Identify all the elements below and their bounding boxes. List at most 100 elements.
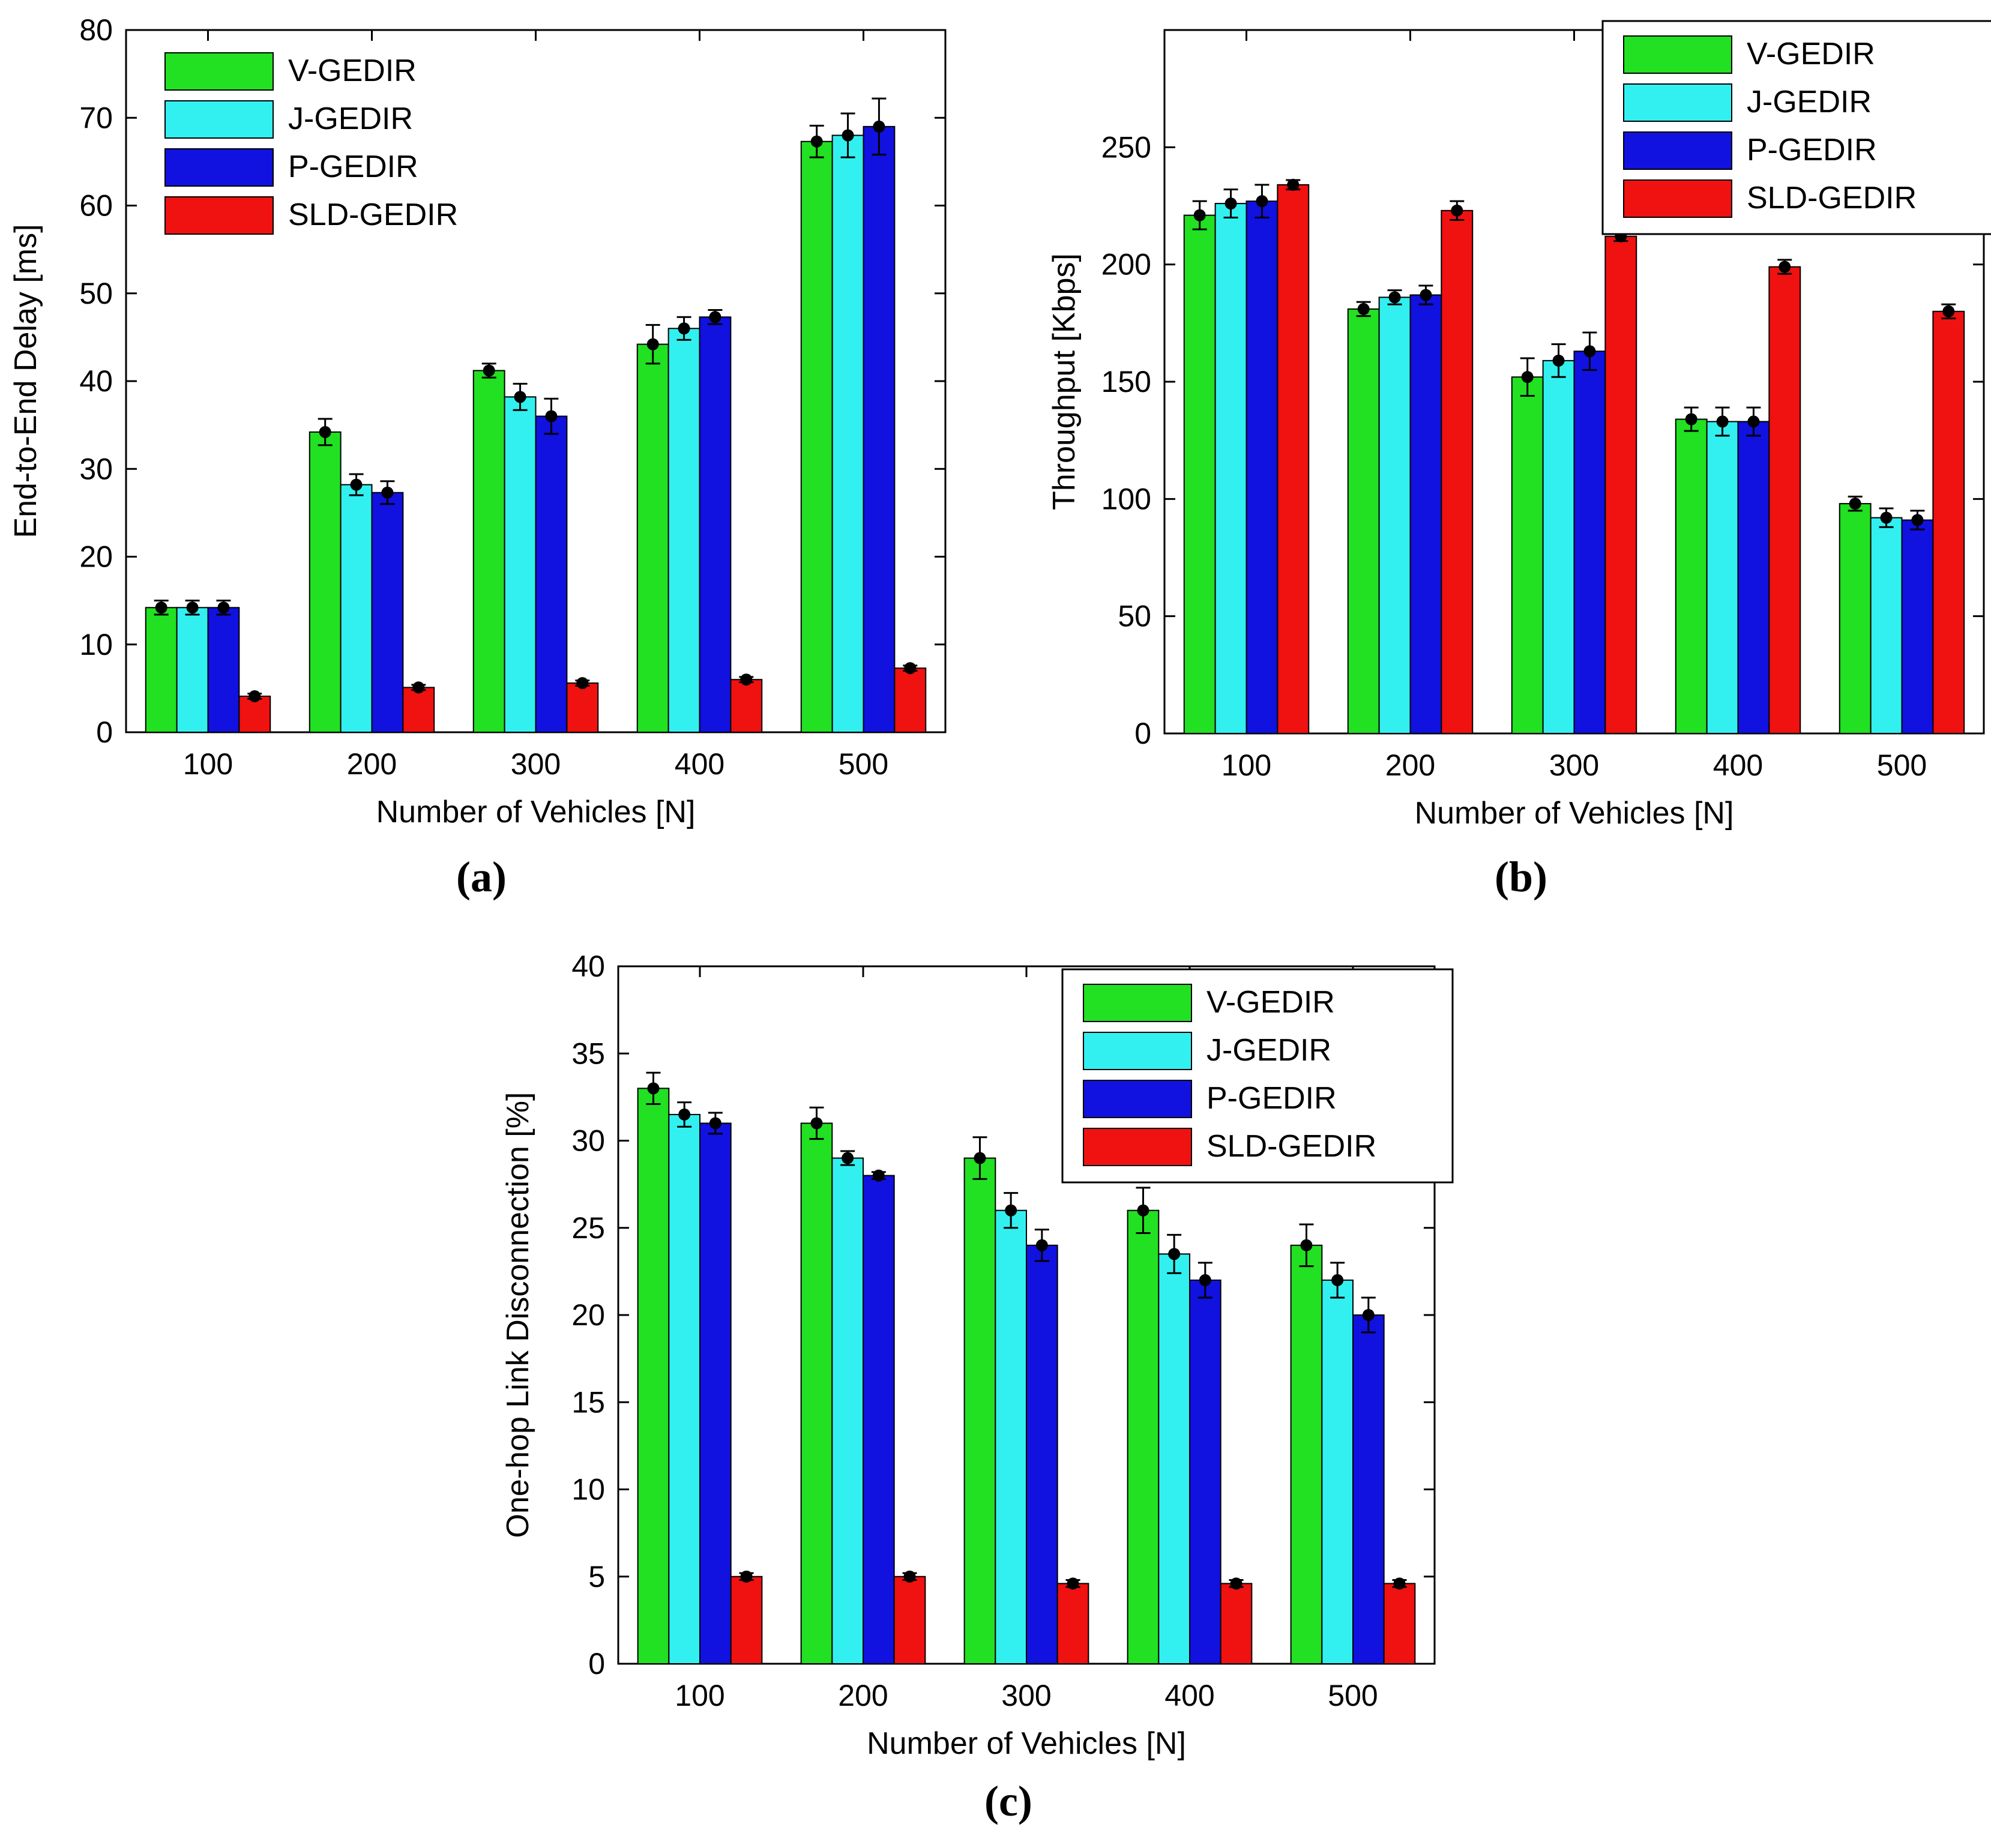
data-point [842, 129, 854, 142]
data-point [1420, 289, 1432, 301]
bar-j-gedir-100 [176, 607, 209, 733]
chart-c: 0 5 10 15 20 25 30 35 40 100 200 300 400 500 Number of… [501, 950, 1454, 1761]
y-tick-label: 250 [1101, 130, 1151, 164]
x-tick-label: 200 [1385, 748, 1435, 782]
caption-c: (c) [984, 1777, 1032, 1825]
bar-p-gedir-300 [1573, 351, 1606, 734]
data-point [1393, 1577, 1406, 1590]
y-tick-label: 10 [571, 1473, 605, 1506]
legend-swatch-j-gedir [1623, 83, 1732, 122]
bar-sld-gedir-100 [1277, 184, 1310, 734]
bar-v-gedir-200 [1347, 308, 1380, 734]
bar-p-gedir-100 [207, 607, 240, 733]
bar-v-gedir-300 [1511, 376, 1544, 734]
x-tick-label: 400 [1164, 1679, 1214, 1712]
bar-p-gedir-400 [1189, 1279, 1221, 1664]
bar-j-gedir-400 [1158, 1253, 1190, 1664]
data-point [514, 391, 526, 403]
data-point [1388, 291, 1401, 304]
bar-j-gedir-400 [667, 328, 700, 733]
data-point [319, 426, 331, 438]
legend-label-sld-gedir: SLD-GEDIR [288, 197, 458, 232]
bar-j-gedir-200 [831, 1157, 864, 1665]
y-tick-label: 20 [79, 540, 113, 574]
y-tick-label: 200 [1101, 248, 1151, 281]
data-point [1583, 345, 1596, 358]
y-tick-label: 15 [571, 1385, 605, 1419]
caption-a: (a) [456, 853, 507, 901]
bar-sld-gedir-400 [1768, 266, 1801, 735]
data-point [1357, 302, 1370, 315]
data-point [904, 662, 917, 675]
data-point [1067, 1577, 1079, 1590]
y-axis-label: One-hop Link Disconnection [%] [501, 1092, 535, 1538]
y-tick-label: 80 [79, 13, 113, 47]
legend-label-v-gedir: V-GEDIR [288, 53, 417, 88]
bar-v-gedir-300 [472, 370, 505, 733]
data-point [1199, 1274, 1211, 1286]
y-tick-label: 0 [96, 715, 113, 749]
legend-label-sld-gedir: SLD-GEDIR [1747, 181, 1917, 215]
bar-p-gedir-200 [863, 1175, 895, 1664]
bar-sld-gedir-300 [1604, 235, 1637, 734]
y-tick-label: 40 [571, 950, 605, 983]
bar-j-gedir-500 [831, 134, 864, 733]
x-tick-label: 200 [838, 1679, 888, 1712]
legend-label-p-gedir: P-GEDIR [288, 149, 418, 184]
data-point [678, 1108, 691, 1121]
bar-sld-gedir-300 [566, 682, 599, 733]
data-point [1005, 1204, 1017, 1217]
data-point [709, 311, 721, 324]
y-tick-label: 100 [1101, 482, 1151, 516]
bar-p-gedir-500 [1352, 1314, 1385, 1664]
legend-label-v-gedir: V-GEDIR [1206, 985, 1335, 1020]
data-point [1685, 413, 1697, 426]
legend-swatch-p-gedir [164, 148, 274, 187]
bar-p-gedir-300 [535, 415, 568, 733]
bar-p-gedir-100 [1246, 200, 1279, 735]
data-point [1137, 1204, 1149, 1217]
legend-label-j-gedir: J-GEDIR [288, 101, 413, 136]
data-point [217, 601, 230, 614]
bar-v-gedir-400 [636, 343, 669, 733]
bar-p-gedir-500 [863, 125, 896, 733]
bar-sld-gedir-500 [1383, 1583, 1416, 1665]
legend-swatch-v-gedir [1623, 35, 1732, 74]
data-point [1942, 305, 1955, 318]
data-point [350, 478, 363, 491]
bar-j-gedir-300 [504, 396, 537, 733]
bar-p-gedir-400 [1737, 421, 1770, 734]
bar-sld-gedir-200 [893, 1576, 926, 1664]
x-tick-label: 200 [347, 747, 397, 781]
bar-sld-gedir-400 [730, 679, 763, 733]
x-tick-label: 100 [1221, 748, 1271, 782]
data-point [1362, 1309, 1375, 1321]
legend-swatch-j-gedir [164, 100, 274, 139]
y-tick-label: 70 [79, 101, 113, 134]
data-point [1716, 415, 1729, 428]
legend-label-v-gedir: V-GEDIR [1747, 37, 1875, 71]
y-tick-label: 60 [79, 189, 113, 223]
x-tick-label: 100 [675, 1679, 724, 1712]
bar-sld-gedir-500 [894, 667, 927, 733]
data-point [1451, 204, 1463, 217]
x-tick-label: 500 [1877, 748, 1927, 782]
data-point [1849, 498, 1861, 510]
data-point [903, 1570, 916, 1583]
legend-swatch-sld-gedir [164, 196, 274, 235]
data-point [381, 486, 394, 499]
data-point [155, 601, 167, 614]
data-point [1287, 178, 1300, 191]
x-tick-label: 400 [1713, 748, 1763, 782]
legend-swatch-v-gedir [1083, 984, 1192, 1022]
bar-v-gedir-200 [309, 431, 342, 733]
data-point [646, 338, 659, 351]
data-point [1331, 1274, 1344, 1286]
x-axis-label: Number of Vehicles [N] [867, 1726, 1186, 1761]
bar-p-gedir-500 [1901, 519, 1934, 734]
bar-v-gedir-100 [637, 1088, 670, 1664]
caption-b: (b) [1495, 853, 1547, 901]
bar-v-gedir-100 [145, 607, 178, 733]
legend-swatch-p-gedir [1623, 131, 1732, 170]
